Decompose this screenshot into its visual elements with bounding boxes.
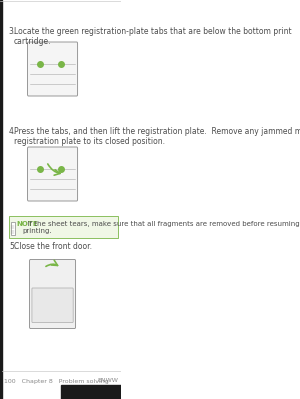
FancyBboxPatch shape: [28, 42, 78, 96]
FancyBboxPatch shape: [32, 288, 73, 322]
Text: 100   Chapter 8   Problem solving: 100 Chapter 8 Problem solving: [4, 379, 109, 383]
Text: 5.: 5.: [9, 242, 16, 251]
Text: 3.: 3.: [9, 27, 16, 36]
Bar: [11, 222, 15, 235]
Text: NOTE: NOTE: [16, 221, 38, 227]
Text: 4.: 4.: [9, 127, 16, 136]
Bar: [0, 0, 2, 399]
Text: Locate the green registration-plate tabs that are below the bottom print cartrid: Locate the green registration-plate tabs…: [14, 27, 291, 46]
FancyBboxPatch shape: [29, 259, 76, 328]
Text: ENWW: ENWW: [97, 379, 118, 383]
Text: Close the front door.: Close the front door.: [14, 242, 92, 251]
Text: Press the tabs, and then lift the registration plate.  Remove any jammed media, : Press the tabs, and then lift the regist…: [14, 127, 300, 146]
Text: If the sheet tears, make sure that all fragments are removed before resuming
pri: If the sheet tears, make sure that all f…: [22, 221, 299, 234]
Bar: [9, 216, 118, 238]
FancyBboxPatch shape: [28, 147, 78, 201]
Bar: [61, 385, 121, 399]
